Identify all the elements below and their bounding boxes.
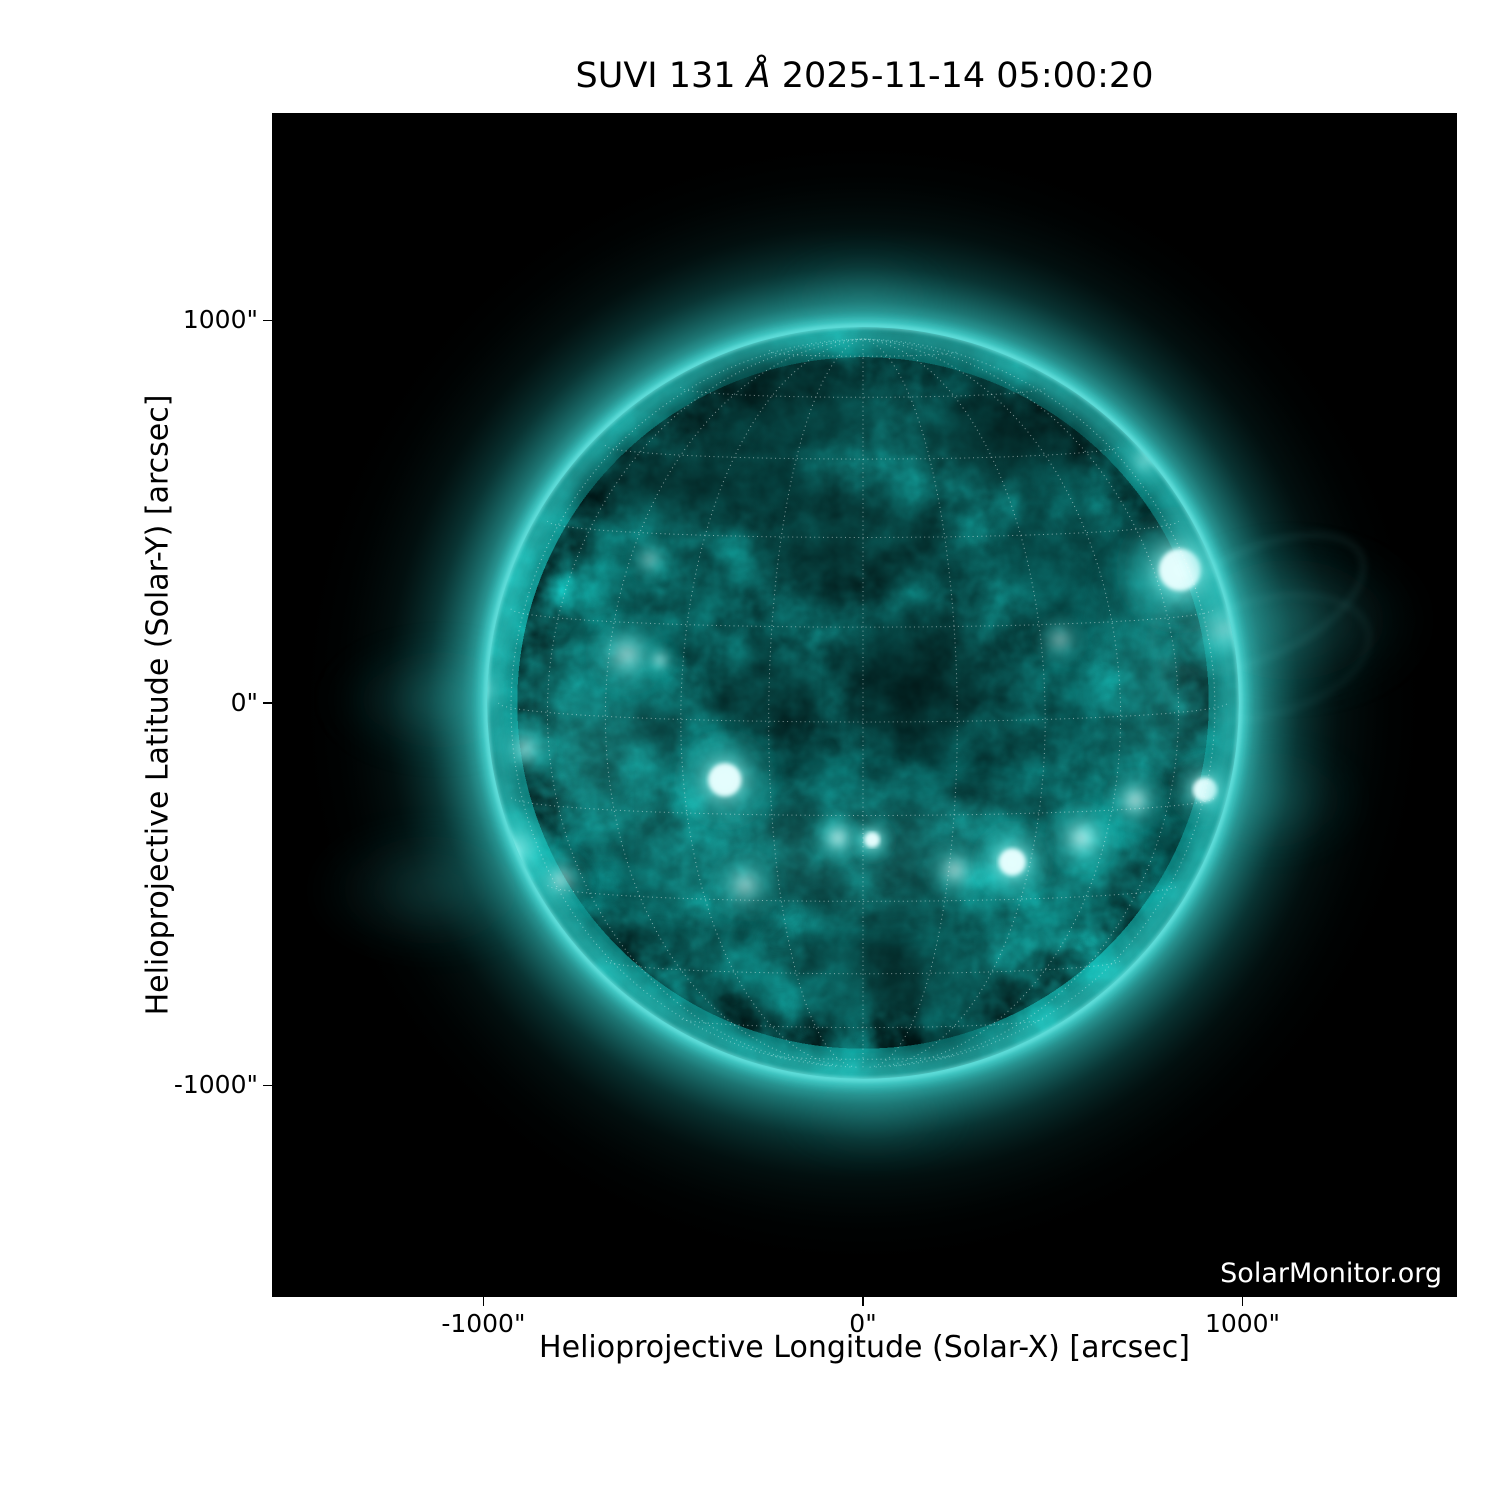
active-region-core	[998, 848, 1026, 876]
title-instrument: SUVI 131	[575, 56, 747, 96]
x-tick-mark	[862, 1297, 864, 1306]
corona-streamer	[771, 251, 955, 344]
x-tick-mark	[482, 1297, 485, 1306]
plot-area: SolarMonitor.org	[272, 113, 1457, 1297]
y-tick-mark	[263, 702, 272, 704]
limb-rim-inner	[488, 328, 1238, 1078]
active-region	[491, 714, 560, 783]
x-tick-label: -1000"	[441, 1309, 526, 1338]
active-region	[1100, 765, 1170, 835]
title-angstrom-symbol: Å	[746, 56, 771, 96]
active-region-core	[1193, 777, 1217, 802]
y-tick-mark	[263, 319, 272, 322]
coronal-loop	[1160, 593, 1371, 721]
y-tick-label: 1000"	[182, 305, 258, 335]
watermark: SolarMonitor.org	[1220, 1258, 1442, 1289]
title-datetime: 2025-11-14 05:00:20	[770, 56, 1154, 96]
active-region	[1042, 798, 1122, 878]
active-region	[705, 845, 785, 925]
x-tick-label: 1000"	[1204, 1309, 1281, 1338]
y-tick-mark	[263, 1084, 272, 1087]
coronal-hole	[813, 591, 1027, 768]
x-tick-mark	[1241, 1297, 1244, 1306]
active-region	[582, 609, 672, 700]
sun-image	[272, 113, 1457, 1297]
corona-streamer	[304, 821, 556, 959]
active-region	[624, 534, 676, 585]
y-tick-label: 0"	[230, 687, 258, 717]
active-region-core	[864, 832, 880, 848]
x-tick-label: 0"	[849, 1309, 877, 1338]
active-region	[1030, 609, 1090, 670]
x-axis-label: Helioprojective Longitude (Solar-X) [arc…	[539, 1330, 1190, 1365]
active-region-core	[708, 763, 742, 797]
active-region	[642, 642, 678, 678]
y-tick-label: -1000"	[173, 1070, 258, 1100]
limb-rim-outer	[479, 319, 1247, 1087]
heliographic-grid	[498, 338, 1228, 1068]
solar-texture	[487, 327, 1239, 1079]
coronal-loop	[1150, 533, 1365, 674]
corona-streamer	[775, 1074, 974, 1159]
plot-title: SUVI 131 Å 2025-11-14 05:00:20	[272, 56, 1457, 96]
